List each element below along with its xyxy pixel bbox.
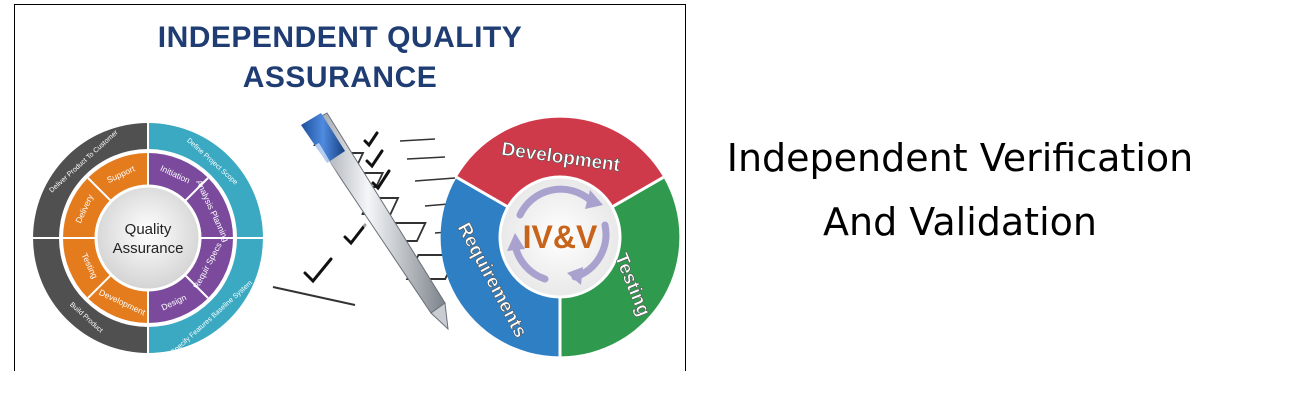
panel-title-line1: INDEPENDENT QUALITY — [157, 21, 523, 54]
panel-title-line2: ASSURANCE — [242, 61, 438, 94]
pen-icon — [301, 112, 449, 331]
caption-line1: Independent Verification — [726, 136, 1194, 180]
diagram-graphic: Quality Assurance Support Initiation Ana… — [33, 112, 680, 357]
caption: Independent Verification And Validation — [690, 126, 1230, 254]
ivv-wheel: IV&V Development Testing Requirements — [440, 117, 680, 357]
ivv-center-label: IV&V — [523, 219, 598, 255]
qa-center-line2: Assurance — [113, 240, 184, 257]
qa-center-circle — [94, 184, 202, 292]
caption-line2: And Validation — [823, 200, 1097, 244]
qa-wheel: Quality Assurance Support Initiation Ana… — [33, 123, 263, 356]
quality-assurance-panel: INDEPENDENT QUALITY ASSURANCE — [14, 4, 686, 371]
qa-center-line1: Quality — [125, 221, 172, 238]
